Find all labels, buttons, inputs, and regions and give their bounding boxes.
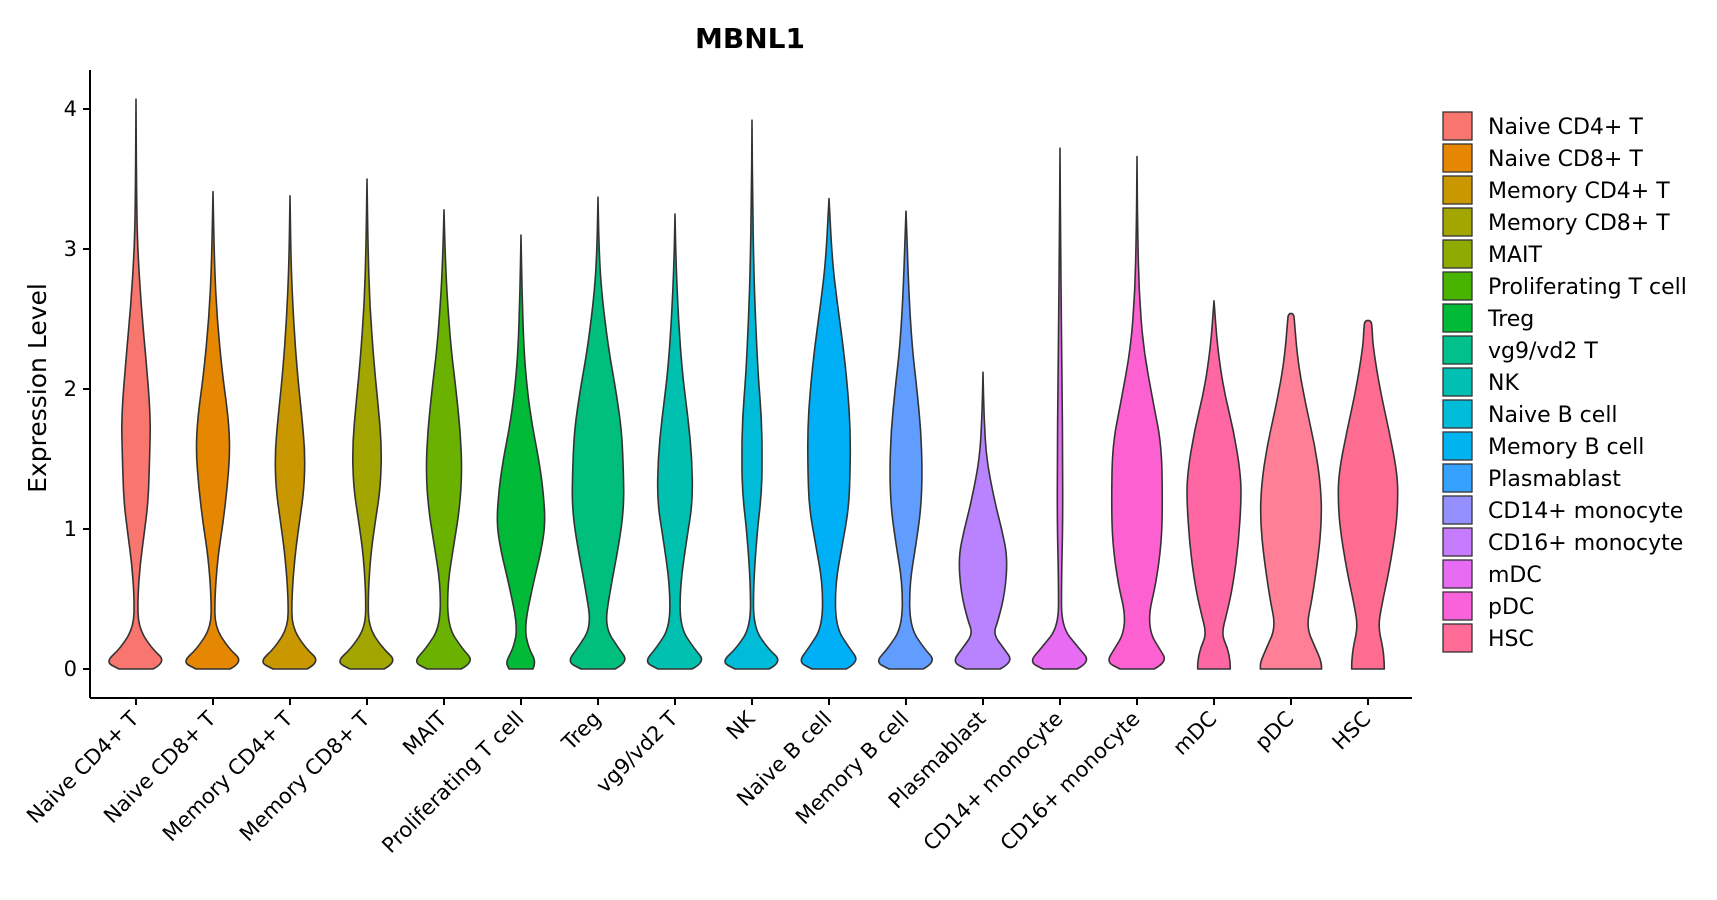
x-tick-label: Treg	[557, 707, 606, 756]
violin-naive-b-cell	[800, 197, 857, 670]
legend-item: Memory CD8+ T	[1442, 207, 1670, 237]
legend-label: Memory B cell	[1488, 435, 1644, 460]
legend-swatch	[1442, 527, 1473, 557]
legend-label: vg9/vd2 T	[1488, 339, 1598, 364]
legend-item: Naive CD4+ T	[1442, 111, 1643, 141]
legend-label: MAIT	[1488, 243, 1543, 268]
legend-item: CD16+ monocyte	[1442, 527, 1683, 557]
violin-hsc	[1337, 319, 1399, 670]
legend-swatch	[1442, 367, 1473, 397]
legend-label: Naive CD4+ T	[1488, 115, 1643, 140]
legend-label: pDC	[1488, 595, 1534, 620]
legend-label: NK	[1488, 371, 1519, 396]
legend-item: mDC	[1442, 559, 1542, 589]
legend-swatch	[1442, 111, 1473, 141]
x-tick-label: HSC	[1328, 707, 1376, 755]
legend-item: pDC	[1442, 591, 1534, 621]
legend-label: HSC	[1488, 627, 1534, 652]
legend-label: Naive CD8+ T	[1488, 147, 1643, 172]
legend-swatch	[1442, 143, 1473, 173]
legend-item: MAIT	[1442, 239, 1543, 269]
legend-label: CD14+ monocyte	[1488, 499, 1683, 524]
violin-memory-cd4-t	[262, 195, 317, 670]
violin-proliferating-t-cell	[496, 234, 546, 670]
legend-swatch	[1442, 559, 1473, 589]
legend-swatch	[1442, 623, 1473, 653]
x-tick-label: NK	[722, 706, 761, 745]
x-tick-label: vg9/vd2 T	[591, 706, 682, 797]
legend-label: CD16+ monocyte	[1488, 531, 1683, 556]
legend-item: Naive CD8+ T	[1442, 143, 1643, 173]
legend-item: Treg	[1442, 303, 1534, 333]
violin-cd14-monocyte	[1031, 147, 1088, 670]
violin-mdc	[1186, 300, 1242, 670]
legend-item: Proliferating T cell	[1442, 271, 1687, 301]
legend-swatch	[1442, 207, 1473, 237]
legend-item: vg9/vd2 T	[1442, 335, 1598, 365]
violin-nk	[724, 119, 779, 670]
legend-swatch	[1442, 399, 1473, 429]
x-tick-label: mDC	[1168, 707, 1221, 760]
legend-label: Plasmablast	[1488, 467, 1621, 492]
legend-swatch	[1442, 175, 1473, 205]
y-tick-label: 2	[64, 377, 77, 401]
violin-naive-cd8-t	[185, 190, 240, 670]
x-tick-label: Proliferating T cell	[377, 707, 528, 858]
violin-memory-cd8-t	[339, 178, 394, 670]
legend-swatch	[1442, 303, 1473, 333]
y-tick-label: 4	[64, 97, 77, 121]
x-tick-label: pDC	[1250, 707, 1298, 755]
x-tick-label: MAIT	[398, 706, 452, 760]
y-tick-label: 1	[64, 517, 77, 541]
legend-item: Memory B cell	[1442, 431, 1644, 461]
legend-swatch	[1442, 463, 1473, 493]
legend-swatch	[1442, 271, 1473, 301]
violin-mait	[415, 209, 471, 670]
x-tick-label: Memory CD8+ T	[235, 706, 375, 846]
x-tick-label: Memory CD4+ T	[158, 706, 298, 846]
legend-swatch	[1442, 431, 1473, 461]
violin-vg9-vd2-t	[646, 213, 703, 670]
violin-naive-cd4-t	[108, 98, 163, 670]
x-tick-label: CD16+ monocyte	[996, 707, 1145, 856]
legend-item: NK	[1442, 367, 1519, 397]
y-tick-label: 3	[64, 237, 77, 261]
legend-item: CD14+ monocyte	[1442, 495, 1683, 525]
violin-pdc	[1259, 312, 1323, 670]
legend-swatch	[1442, 591, 1473, 621]
violin-cd16-monocyte	[1108, 155, 1166, 670]
legend-swatch	[1442, 495, 1473, 525]
legend-label: Naive B cell	[1488, 403, 1618, 428]
violin-treg	[569, 196, 626, 670]
violin-plasmablast	[954, 371, 1011, 670]
legend-item: Naive B cell	[1442, 399, 1618, 429]
x-tick-label: CD14+ monocyte	[919, 707, 1068, 856]
legend-item: Plasmablast	[1442, 463, 1621, 493]
legend-swatch	[1442, 335, 1473, 365]
legend: Naive CD4+ T Naive CD8+ T Memory CD4+ T Mem…	[1442, 111, 1687, 653]
legend-label: Memory CD8+ T	[1488, 211, 1670, 236]
chart-title: MBNL1	[695, 22, 805, 55]
y-tick-label: 0	[64, 657, 77, 681]
y-axis-label: Expression Level	[23, 283, 52, 493]
legend-swatch	[1442, 239, 1473, 269]
violin-memory-b-cell	[877, 210, 933, 670]
legend-item: Memory CD4+ T	[1442, 175, 1670, 205]
legend-label: Proliferating T cell	[1488, 275, 1687, 300]
legend-item: HSC	[1442, 623, 1534, 653]
legend-label: mDC	[1488, 563, 1542, 588]
legend-label: Memory CD4+ T	[1488, 179, 1670, 204]
legend-label: Treg	[1487, 307, 1534, 332]
